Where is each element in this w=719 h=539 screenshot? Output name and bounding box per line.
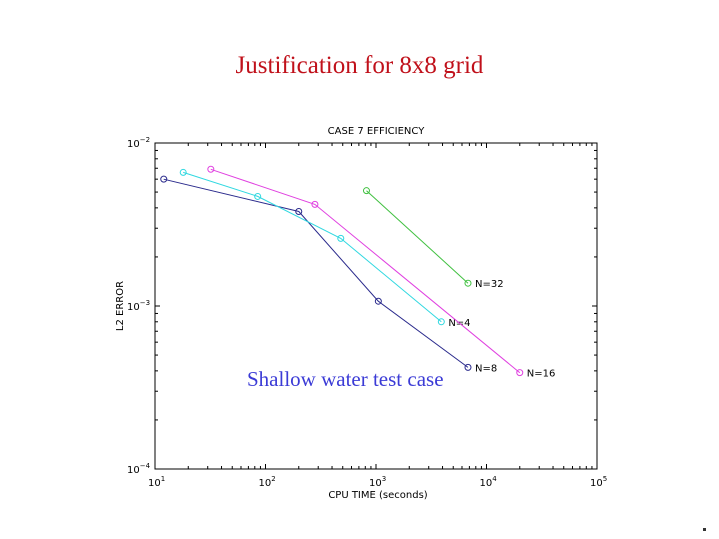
- slide-title: Justification for 8x8 grid: [235, 52, 484, 79]
- annotation-text: Shallow water test case: [247, 367, 444, 391]
- x-tick-label: 101: [148, 475, 165, 489]
- series-label-n16: N=16: [527, 369, 556, 380]
- data-point-n32: [464, 279, 472, 287]
- x-tick-label: 105: [590, 475, 607, 489]
- x-tick-label: 103: [369, 475, 386, 489]
- series-line-n16: [210, 168, 521, 374]
- y-tick-label: 10−3: [127, 299, 150, 313]
- data-point-n4: [437, 318, 445, 326]
- series-line-n32: [366, 190, 469, 284]
- y-axis-label: L2 ERROR: [115, 281, 126, 331]
- series-label-n8: N=8: [475, 363, 497, 374]
- series-label-n32: N=32: [475, 279, 504, 290]
- data-point-n16: [207, 165, 215, 173]
- y-tick-label: 10−4: [127, 462, 151, 476]
- data-point-n8: [160, 175, 168, 183]
- data-point-n4: [254, 192, 262, 200]
- data-point-n8: [464, 363, 472, 371]
- data-point-n32: [362, 187, 370, 195]
- x-tick-label: 102: [259, 475, 276, 489]
- data-point-n8: [374, 297, 382, 305]
- data-point-n4: [179, 168, 187, 176]
- data-point-n4: [337, 234, 345, 242]
- series-line-n8: [163, 178, 469, 368]
- data-point-n16: [516, 369, 524, 377]
- data-point-n8: [295, 207, 303, 215]
- chart-title: CASE 7 EFFICIENCY: [328, 126, 426, 137]
- series-line-n4: [183, 171, 442, 323]
- x-tick-label: 104: [480, 475, 498, 489]
- data-point-n16: [311, 200, 319, 208]
- plot-frame: [154, 142, 598, 470]
- y-tick-label: 10−2: [127, 136, 150, 150]
- page-corner-mark: [703, 528, 706, 531]
- x-axis-label: CPU TIME (seconds): [328, 490, 427, 501]
